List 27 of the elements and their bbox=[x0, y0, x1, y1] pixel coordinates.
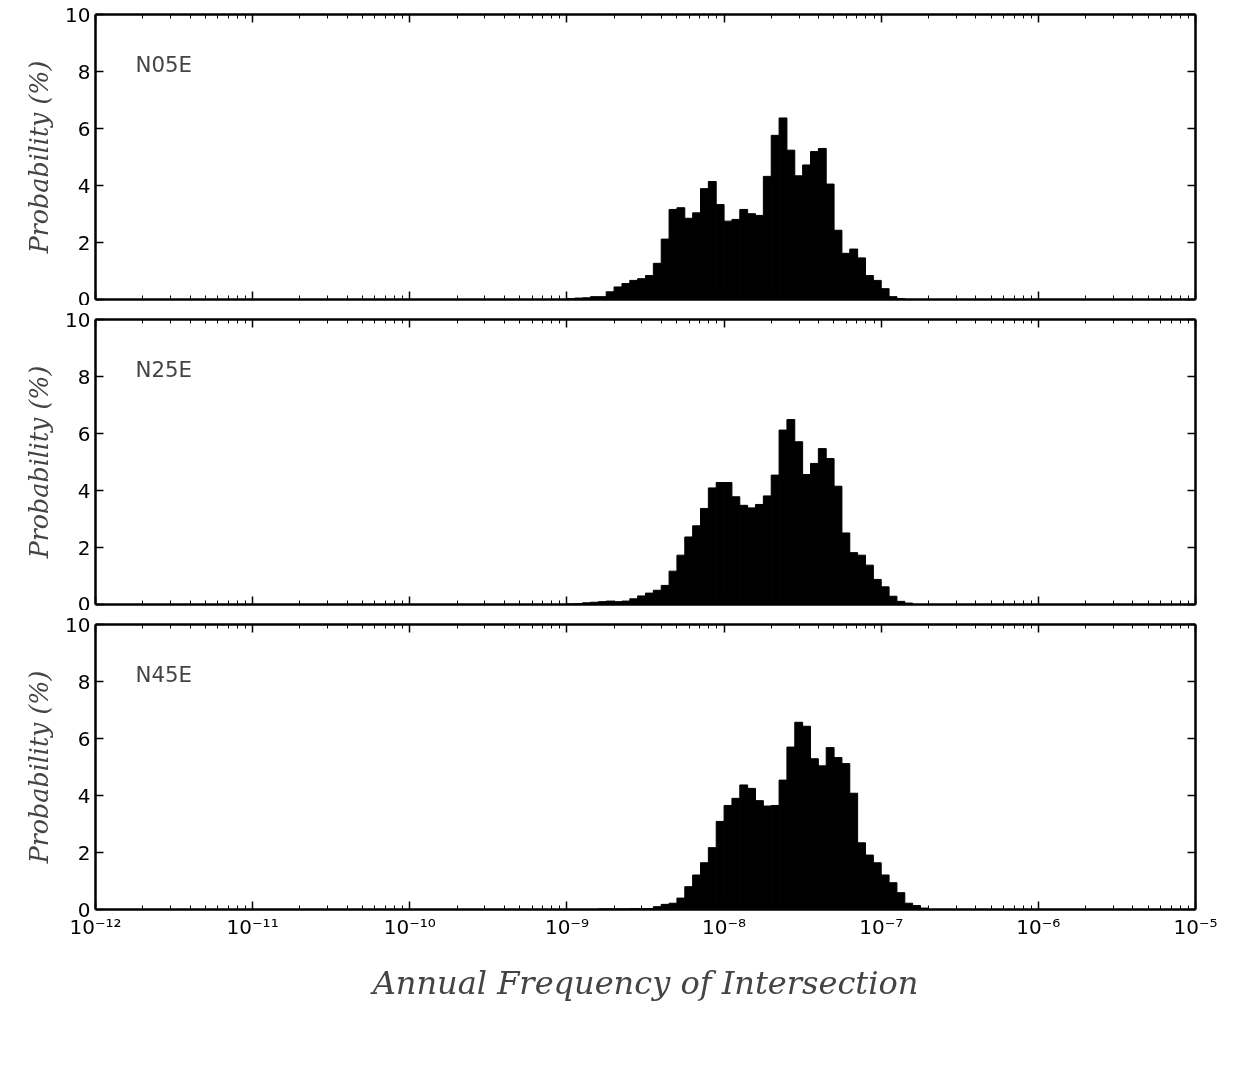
x-tick-label: 10⁻⁸ bbox=[702, 914, 747, 939]
y-tick-label: 6 bbox=[77, 726, 91, 751]
y-tick-label: 2 bbox=[77, 840, 91, 865]
y-tick-label: 8 bbox=[77, 364, 91, 389]
y-axis-title: Probability (%) bbox=[24, 670, 55, 865]
annotation: N05E bbox=[135, 51, 193, 77]
y-tick-label: 8 bbox=[77, 59, 91, 84]
y-tick-label: 10 bbox=[65, 2, 91, 27]
x-tick-label: 10⁻¹¹ bbox=[226, 914, 279, 939]
x-axis-title: Annual Frequency of Intersection bbox=[369, 963, 919, 1002]
annotation: N45E bbox=[135, 661, 193, 687]
y-tick-label: 6 bbox=[77, 421, 91, 446]
y-tick-label: 4 bbox=[77, 173, 91, 198]
y-tick-label: 6 bbox=[77, 116, 91, 141]
x-tick-label: 10⁻⁹ bbox=[544, 914, 589, 939]
y-tick-label: 2 bbox=[77, 230, 91, 255]
annotation: N25E bbox=[135, 356, 193, 382]
y-tick-label: 8 bbox=[77, 669, 91, 694]
x-tick-label: 10⁻⁷ bbox=[859, 914, 904, 939]
x-tick-label: 10⁻⁶ bbox=[1016, 914, 1061, 939]
y-tick-label: 4 bbox=[77, 783, 91, 808]
y-tick-label: 4 bbox=[77, 478, 91, 503]
y-tick-label: 2 bbox=[77, 535, 91, 560]
x-tick-label: 10⁻¹⁰ bbox=[383, 914, 436, 939]
y-axis-title: Probability (%) bbox=[24, 365, 55, 560]
y-axis-title: Probability (%) bbox=[24, 60, 55, 255]
x-tick-label: 10⁻⁵ bbox=[1173, 914, 1218, 939]
